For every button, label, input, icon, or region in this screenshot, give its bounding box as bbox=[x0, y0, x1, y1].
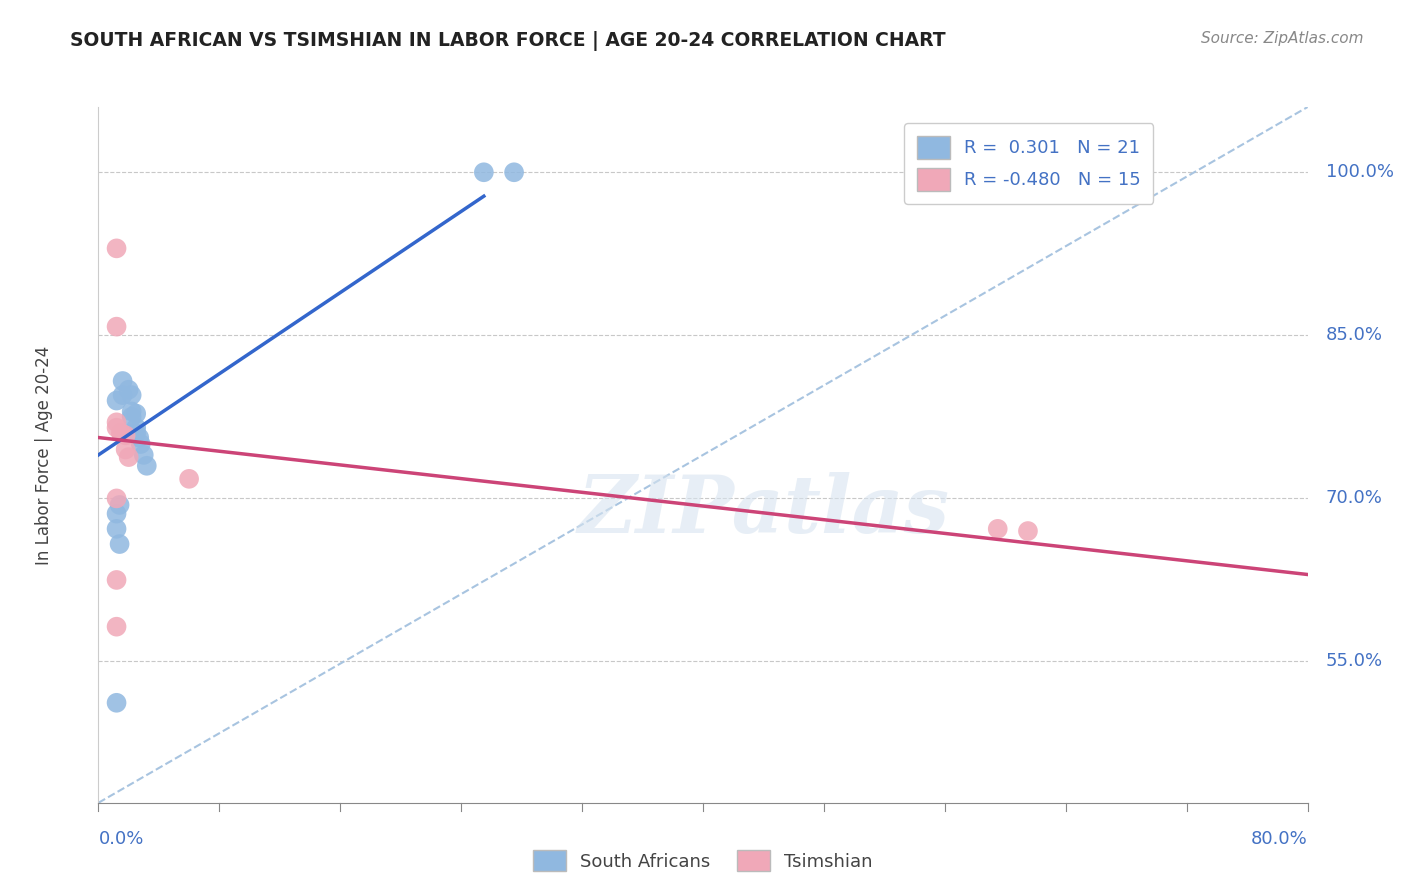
Point bbox=[111, 388, 134, 402]
Legend: R =  0.301   N = 21, R = -0.480   N = 15: R = 0.301 N = 21, R = -0.480 N = 15 bbox=[904, 123, 1153, 203]
Point bbox=[114, 428, 136, 442]
Point bbox=[135, 458, 157, 473]
Point bbox=[110, 426, 132, 441]
Text: 70.0%: 70.0% bbox=[1326, 490, 1382, 508]
Point bbox=[105, 620, 128, 634]
Point bbox=[129, 437, 152, 451]
Point bbox=[132, 448, 155, 462]
Point bbox=[118, 450, 141, 464]
Point bbox=[1017, 524, 1039, 538]
Text: 85.0%: 85.0% bbox=[1326, 326, 1382, 344]
Text: 80.0%: 80.0% bbox=[1251, 830, 1308, 848]
Point bbox=[177, 472, 201, 486]
Point bbox=[105, 573, 128, 587]
Text: SOUTH AFRICAN VS TSIMSHIAN IN LABOR FORCE | AGE 20-24 CORRELATION CHART: SOUTH AFRICAN VS TSIMSHIAN IN LABOR FORC… bbox=[70, 31, 946, 51]
Point bbox=[110, 426, 132, 441]
Point bbox=[105, 696, 128, 710]
Text: Source: ZipAtlas.com: Source: ZipAtlas.com bbox=[1201, 31, 1364, 46]
Point bbox=[105, 491, 128, 506]
Point bbox=[114, 442, 136, 457]
Point bbox=[105, 522, 128, 536]
Text: ZIPatlas: ZIPatlas bbox=[578, 472, 949, 549]
Point bbox=[125, 407, 148, 421]
Point bbox=[105, 393, 128, 408]
Point bbox=[125, 421, 148, 435]
Text: 55.0%: 55.0% bbox=[1326, 652, 1384, 671]
Point bbox=[105, 507, 128, 521]
Point bbox=[105, 415, 128, 429]
Point bbox=[105, 421, 128, 435]
Point bbox=[121, 388, 143, 402]
Text: In Labor Force | Age 20-24: In Labor Force | Age 20-24 bbox=[35, 345, 53, 565]
Point bbox=[472, 165, 495, 179]
Point bbox=[105, 241, 128, 255]
Point bbox=[118, 383, 141, 397]
Point bbox=[108, 537, 131, 551]
Point bbox=[987, 522, 1010, 536]
Text: 100.0%: 100.0% bbox=[1326, 163, 1393, 181]
Text: 0.0%: 0.0% bbox=[98, 830, 143, 848]
Point bbox=[503, 165, 526, 179]
Point bbox=[105, 319, 128, 334]
Point bbox=[108, 498, 131, 512]
Point bbox=[125, 426, 148, 441]
Point bbox=[121, 409, 143, 424]
Point bbox=[111, 374, 134, 388]
Point bbox=[121, 404, 143, 418]
Point bbox=[128, 431, 150, 445]
Legend: South Africans, Tsimshian: South Africans, Tsimshian bbox=[526, 843, 880, 879]
